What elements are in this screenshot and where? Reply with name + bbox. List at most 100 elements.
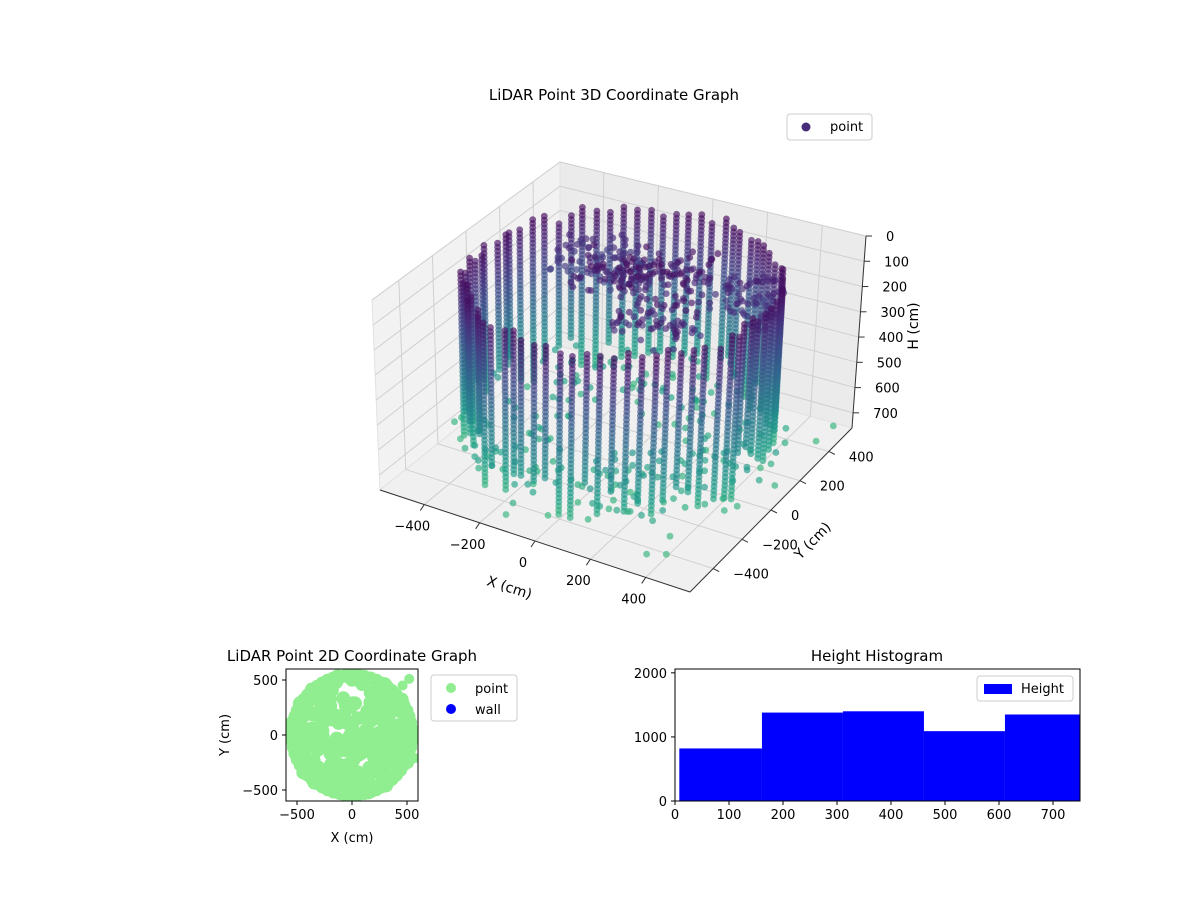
point-2d-210 xyxy=(315,738,330,753)
point-3d-2467 xyxy=(461,444,469,452)
point-3d-1105 xyxy=(743,282,751,290)
chart-3d-title: LiDAR Point 3D Coordinate Graph xyxy=(489,86,739,104)
point-3d-877 xyxy=(726,276,733,283)
point-3d-2998 xyxy=(544,512,552,519)
x-axis-label-3d: X (cm) xyxy=(485,573,534,603)
point-3d-1578 xyxy=(617,293,625,301)
point-3d-1372 xyxy=(662,290,670,297)
z-tick-label-3d-5: 500 xyxy=(877,356,902,371)
point-2d-239 xyxy=(364,708,378,723)
point-3d-1011 xyxy=(755,292,763,300)
point-3d-945 xyxy=(754,278,762,285)
point-3d-1580 xyxy=(634,273,642,281)
y-tick-3d-2 xyxy=(770,509,778,514)
point-3d-296 xyxy=(829,422,837,430)
histogram-bars xyxy=(679,711,1080,801)
point-3d-1816 xyxy=(682,307,690,315)
point-3d-2267 xyxy=(694,502,702,510)
point-3d-1464 xyxy=(658,274,665,282)
point-3d-2049 xyxy=(617,314,624,321)
point-3d-2037 xyxy=(653,321,661,329)
point-3d-1860 xyxy=(679,472,686,480)
point-2d-238 xyxy=(383,753,398,768)
point-3d-1342 xyxy=(696,268,703,276)
point-3d-1857 xyxy=(644,309,652,317)
y-tick-label-3d-4: −400 xyxy=(733,568,769,583)
x-tick-label-3d-1: −200 xyxy=(450,538,486,553)
point-3d-830 xyxy=(772,277,779,284)
point-3d-2045 xyxy=(672,330,680,338)
point-3d-1121 xyxy=(643,243,650,251)
point-3d-718 xyxy=(621,241,629,249)
point-2d-206 xyxy=(339,772,354,787)
point-3d-1100 xyxy=(705,261,713,269)
y-tick-3d-3 xyxy=(741,538,749,543)
point-3d-1259 xyxy=(640,256,648,264)
point-3d-716 xyxy=(577,361,585,369)
point-3d-577 xyxy=(605,338,613,346)
point-3d-2056 xyxy=(644,463,651,471)
point-3d-2961 xyxy=(581,479,589,486)
point-3d-3185 xyxy=(509,499,517,507)
point-3d-950 xyxy=(576,258,584,265)
point-3d-1575 xyxy=(772,449,780,456)
point-3d-724 xyxy=(634,248,641,256)
x-tick-3d-0 xyxy=(419,504,425,511)
point-3d-2034 xyxy=(637,336,645,344)
point-3d-1458 xyxy=(765,446,772,453)
x-tick-3d-3 xyxy=(585,558,591,566)
point-3d-884 xyxy=(573,241,581,248)
point-3d-2039 xyxy=(451,418,458,426)
point-3d-1585 xyxy=(568,256,576,264)
point-3d-1120 xyxy=(712,290,719,298)
point-3d-2620 xyxy=(666,532,674,540)
y-tick-label-hist-2: 2000 xyxy=(634,667,667,682)
point-3d-1228 xyxy=(547,265,555,273)
point-3d-3040 xyxy=(524,480,532,488)
legend-histogram-label: Height xyxy=(1021,682,1064,697)
point-3d-1684 xyxy=(494,373,502,381)
point-3d-3184 xyxy=(643,550,650,558)
legend-3d-box xyxy=(786,113,873,141)
point-2d-219 xyxy=(366,696,381,711)
point-3d-1376 xyxy=(628,258,636,265)
point-3d-873 xyxy=(567,334,575,341)
point-3d-3183 xyxy=(529,488,537,496)
point-2d-222 xyxy=(316,705,331,720)
point-3d-1003 xyxy=(781,439,789,447)
point-3d-2545 xyxy=(605,505,613,513)
point-3d-1480 xyxy=(687,287,695,295)
point-3d-2463 xyxy=(672,483,680,491)
point-3d-2129 xyxy=(720,494,728,502)
point-3d-3182 xyxy=(488,462,496,469)
point-3d-2929 xyxy=(596,502,604,510)
point-3d-1138 xyxy=(700,278,708,286)
point-3d-766 xyxy=(759,297,767,304)
legend-histogram-swatch xyxy=(984,684,1012,694)
point-3d-2134 xyxy=(629,461,636,469)
point-3d-2853 xyxy=(607,488,615,495)
point-3d-1489 xyxy=(630,289,637,297)
point-3d-887 xyxy=(599,253,607,261)
point-3d-506 xyxy=(707,389,715,396)
point-3d-2382 xyxy=(684,488,692,496)
point-3d-1782 xyxy=(755,476,763,484)
x-tick-3d-1 xyxy=(475,522,481,530)
x-tick-label-hist-2: 200 xyxy=(771,808,796,823)
point-3d-1672 xyxy=(688,299,695,307)
point-3d-3186 xyxy=(502,511,510,518)
point-3d-589 xyxy=(627,248,634,256)
point-3d-1128 xyxy=(691,279,699,287)
point-3d-1353 xyxy=(584,251,592,259)
point-3d-2055 xyxy=(635,319,643,326)
point-3d-1763 xyxy=(652,295,659,303)
point-3d-2130 xyxy=(629,449,636,457)
point-2d-extra-1 xyxy=(409,753,418,764)
y-tick-label-3d-2: 0 xyxy=(791,509,799,524)
point-3d-1012 xyxy=(722,297,730,304)
point-3d-1783 xyxy=(693,313,700,321)
z-tick-label-3d-7: 700 xyxy=(873,407,898,422)
point-3d-2999 xyxy=(511,480,518,488)
point-3d-2046 xyxy=(609,322,617,329)
point-3d-578 xyxy=(618,231,626,239)
